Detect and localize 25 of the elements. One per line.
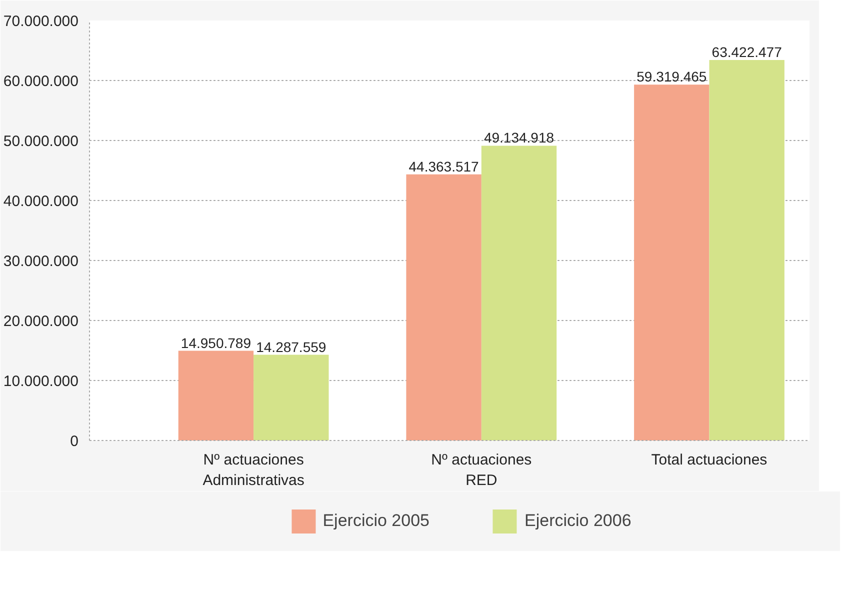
data-label: 14.950.789	[180, 334, 252, 351]
bar	[709, 60, 784, 440]
bar	[481, 146, 557, 440]
data-label: 63.422.477	[712, 44, 782, 60]
y-tick-label: 10.000.000	[3, 373, 79, 390]
bar	[634, 84, 710, 440]
y-tick-label: 0	[70, 433, 78, 450]
x-tick-label: Nº actuaciones RED	[431, 452, 532, 489]
y-tick-label: 20.000.000	[3, 313, 79, 330]
x-tick-label: Nº actuaciones Administrativas	[202, 452, 304, 489]
bar	[406, 174, 482, 440]
data-label: 14.287.559	[256, 338, 326, 355]
bar	[178, 350, 254, 440]
data-label: 49.134.918	[484, 130, 554, 146]
y-tick-label: 60.000.000	[3, 73, 79, 90]
data-label: 44.363.517	[408, 158, 480, 174]
legend-label: Ejercicio 2005	[322, 511, 430, 531]
data-label: 59.319.465	[636, 68, 707, 85]
y-tick-label: 70.000.000	[3, 13, 79, 30]
y-tick-label: 40.000.000	[3, 193, 79, 210]
bar	[254, 354, 329, 440]
x-tick-label: Total actuaciones	[651, 452, 768, 468]
y-tick-label: 30.000.000	[3, 253, 79, 270]
y-tick-label: 50.000.000	[3, 133, 79, 150]
legend-label: Ejercicio 2006	[524, 511, 632, 531]
